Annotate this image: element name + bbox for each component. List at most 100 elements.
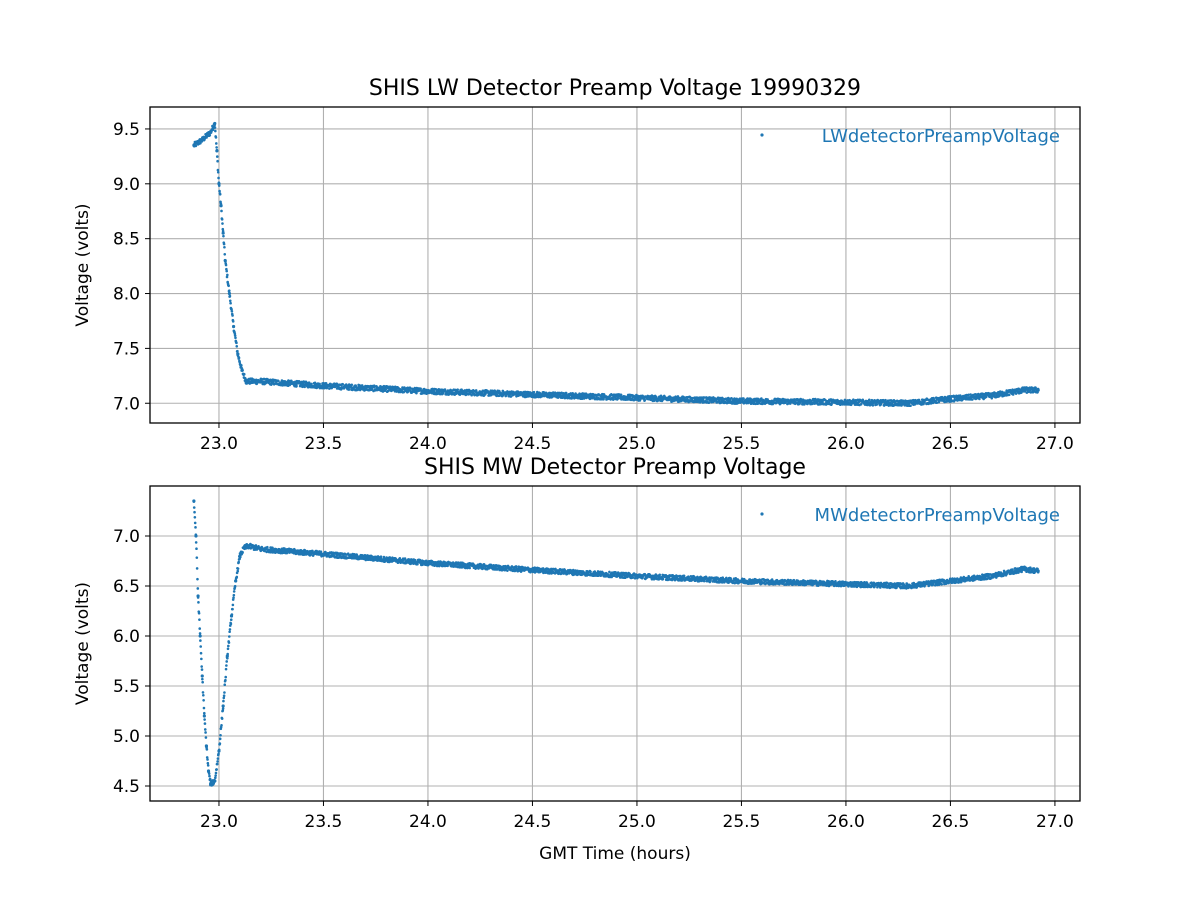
data-point [231, 320, 235, 323]
y-tick-label: 8.0 [113, 285, 140, 305]
data-point [1007, 393, 1011, 397]
data-point [885, 581, 889, 585]
data-point [208, 774, 211, 778]
data-point [558, 570, 561, 574]
data-point [691, 396, 694, 400]
data-point [223, 252, 227, 256]
data-point [206, 758, 209, 761]
data-point [199, 645, 203, 648]
data-point [602, 397, 605, 401]
data-point [236, 569, 240, 573]
data-point [225, 269, 228, 273]
data-point [235, 344, 239, 348]
data-point [227, 289, 231, 292]
data-point [643, 398, 647, 402]
data-point [1036, 387, 1040, 391]
data-point [758, 578, 762, 582]
data-point [230, 308, 233, 311]
data-point [669, 396, 673, 399]
data-point [194, 541, 198, 544]
data-point [195, 567, 199, 570]
data-point [239, 555, 242, 559]
data-point [226, 647, 230, 651]
data-point [470, 393, 473, 397]
data-point [895, 399, 899, 403]
data-point [221, 229, 225, 233]
data-point [232, 325, 235, 329]
data-point [205, 756, 209, 759]
data-point [1020, 391, 1023, 394]
data-point [193, 521, 197, 525]
data-point [222, 694, 226, 698]
data-point [714, 578, 718, 582]
data-point [200, 674, 204, 678]
data-point [203, 718, 206, 721]
x-tick-label: 27.0 [1036, 434, 1074, 454]
data-point [403, 387, 407, 390]
data-point [213, 126, 217, 129]
data-point [214, 129, 217, 133]
data-point [204, 744, 208, 747]
data-point [228, 299, 232, 303]
data-point [742, 397, 745, 400]
data-point [456, 388, 459, 391]
data-point [200, 668, 204, 671]
data-point [611, 398, 615, 401]
data-point [961, 397, 965, 401]
data-point [504, 394, 508, 398]
data-point [385, 556, 388, 559]
data-point [214, 774, 217, 777]
x-tick-label: 24.0 [409, 434, 447, 454]
data-point [514, 565, 518, 568]
data-point [197, 601, 200, 604]
data-point [237, 560, 241, 564]
data-point [431, 387, 434, 391]
data-point [202, 711, 206, 715]
data-point [227, 284, 230, 288]
data-point [221, 222, 224, 225]
data-point [324, 382, 328, 385]
data-point [295, 384, 298, 388]
data-point [735, 397, 739, 401]
data-point [194, 526, 197, 529]
data-point [879, 586, 882, 589]
data-point [233, 334, 237, 337]
data-point [661, 577, 665, 581]
data-point [202, 693, 205, 697]
data-point [203, 728, 207, 731]
data-point [236, 352, 240, 356]
data-point [482, 566, 485, 570]
data-point [215, 768, 218, 771]
data-point [196, 587, 200, 590]
data-point [199, 651, 203, 655]
data-point [227, 641, 231, 644]
data-point [398, 557, 402, 560]
data-point [216, 760, 219, 763]
data-point [219, 734, 222, 737]
data-point [233, 584, 237, 588]
data-point [218, 189, 221, 193]
data-point [200, 665, 203, 668]
data-point [739, 401, 742, 404]
data-point [631, 576, 635, 579]
data-point [413, 558, 417, 562]
data-point [532, 390, 536, 394]
data-point [225, 664, 228, 667]
x-tick-label: 26.0 [827, 434, 865, 454]
data-point [231, 607, 234, 611]
data-point [217, 181, 221, 185]
data-point [198, 634, 202, 638]
data-point [230, 309, 234, 313]
data-point [970, 398, 974, 401]
data-point [220, 209, 223, 213]
data-point [198, 632, 202, 635]
data-point [223, 683, 227, 687]
data-point [388, 556, 392, 559]
data-point [220, 218, 224, 221]
data-point [524, 395, 528, 399]
data-point [319, 550, 323, 553]
data-point [225, 275, 229, 279]
data-point [909, 404, 912, 408]
data-point [201, 677, 204, 681]
data-point [228, 628, 232, 631]
